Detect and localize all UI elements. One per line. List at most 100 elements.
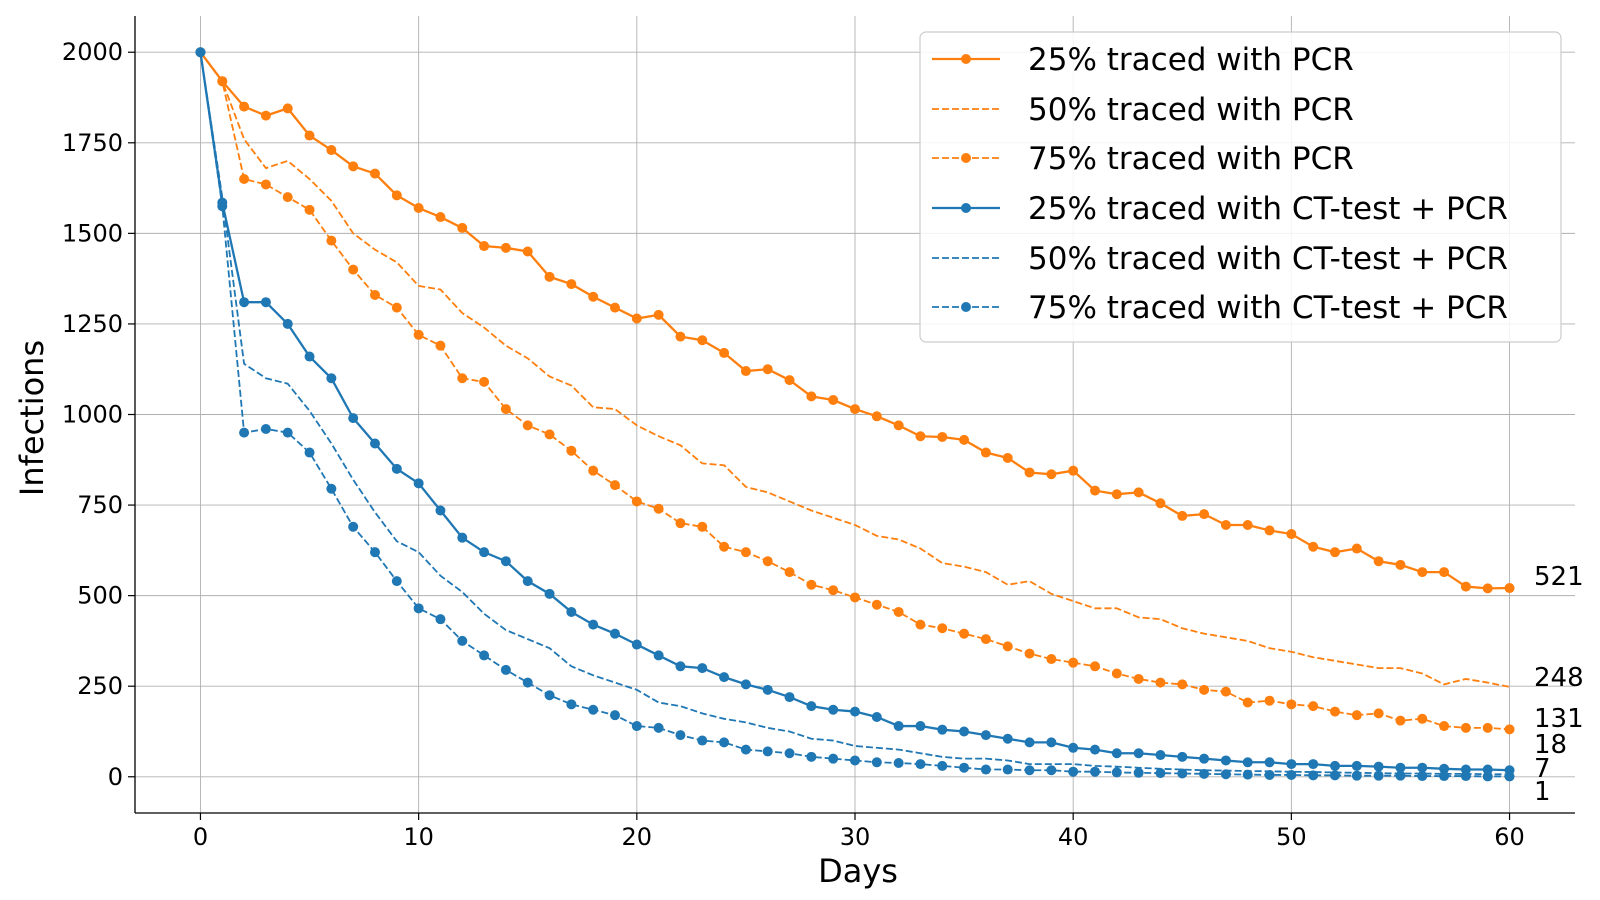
data-point <box>566 445 577 456</box>
data-point <box>631 639 642 650</box>
data-point <box>479 241 490 252</box>
data-point <box>1002 733 1013 744</box>
data-point <box>653 309 664 320</box>
data-point <box>1460 722 1471 733</box>
data-point <box>326 235 337 246</box>
data-point <box>1133 487 1144 498</box>
data-point <box>435 614 446 625</box>
legend-item: 25% traced with PCR <box>932 42 1354 78</box>
data-point <box>1460 771 1471 782</box>
data-point <box>959 726 970 737</box>
data-point <box>1242 757 1253 768</box>
data-point <box>588 465 599 476</box>
data-point <box>806 751 817 762</box>
data-point <box>1460 581 1471 592</box>
data-point <box>740 547 751 558</box>
data-point <box>1264 695 1275 706</box>
x-tick-label: 30 <box>840 823 871 851</box>
data-point <box>915 759 926 770</box>
data-point <box>1002 764 1013 775</box>
data-point <box>675 518 686 529</box>
data-point <box>871 411 882 422</box>
data-point <box>610 710 620 721</box>
data-point <box>828 753 839 764</box>
data-point <box>1068 657 1079 668</box>
legend-item: 75% traced with PCR <box>932 141 1354 177</box>
end-value-label: 1 <box>1534 777 1551 807</box>
data-point <box>762 556 773 567</box>
data-point <box>1046 737 1057 748</box>
data-point <box>980 634 991 645</box>
data-point <box>260 179 271 190</box>
data-point <box>1482 722 1493 733</box>
data-point <box>1220 755 1231 766</box>
data-point <box>348 264 359 275</box>
data-point <box>1090 485 1100 496</box>
data-point <box>806 391 817 402</box>
data-point <box>1024 765 1035 776</box>
data-point <box>1373 770 1384 781</box>
data-point <box>413 203 424 214</box>
data-point <box>348 161 359 172</box>
data-point <box>1199 753 1210 764</box>
data-point <box>893 758 904 769</box>
data-point <box>1046 654 1057 665</box>
data-point <box>1264 769 1275 780</box>
data-point <box>500 404 511 415</box>
data-point <box>239 297 250 308</box>
data-point <box>1046 469 1057 480</box>
data-point <box>1177 510 1188 521</box>
data-point <box>500 556 511 567</box>
legend-label: 50% traced with CT-test + PCR <box>1028 241 1508 277</box>
data-point <box>566 606 577 617</box>
legend-marker <box>961 203 971 213</box>
y-tick-label: 1250 <box>62 310 123 338</box>
data-point <box>1264 525 1275 536</box>
legend-marker <box>961 153 971 163</box>
data-point <box>1111 668 1122 679</box>
data-point <box>282 427 293 438</box>
data-point <box>959 434 970 445</box>
data-point <box>1286 699 1297 710</box>
legend-item: 50% traced with CT-test + PCR <box>932 241 1508 277</box>
data-point <box>1439 771 1450 782</box>
data-point <box>1068 742 1079 753</box>
data-point <box>1417 713 1428 724</box>
data-point <box>1133 748 1144 759</box>
data-point <box>1308 701 1319 712</box>
series-4 <box>195 47 1515 776</box>
data-point <box>239 174 250 185</box>
data-point <box>1002 452 1013 463</box>
data-point <box>370 168 380 179</box>
data-point <box>784 748 795 759</box>
data-point <box>1308 770 1319 781</box>
data-point <box>1177 768 1188 779</box>
data-point <box>871 599 882 610</box>
x-tick-label: 20 <box>622 823 653 851</box>
data-point <box>522 576 533 587</box>
data-point <box>1068 465 1079 476</box>
data-point <box>370 547 380 558</box>
data-point <box>740 366 751 377</box>
data-point <box>391 190 402 201</box>
data-point <box>391 463 402 474</box>
data-point <box>740 744 751 755</box>
data-point <box>348 521 359 532</box>
data-point <box>217 76 228 87</box>
data-point <box>1286 769 1297 780</box>
x-tick-label: 10 <box>403 823 434 851</box>
data-point <box>1351 760 1362 771</box>
data-point <box>697 663 708 674</box>
data-point <box>1090 744 1100 755</box>
data-point <box>631 496 642 507</box>
data-point <box>1242 519 1253 530</box>
legend-label: 25% traced with CT-test + PCR <box>1028 191 1508 227</box>
data-point <box>522 420 533 431</box>
data-point <box>1220 519 1231 530</box>
data-point <box>1482 764 1493 775</box>
legend-item: 50% traced with PCR <box>932 92 1354 128</box>
data-point <box>1068 766 1079 777</box>
data-point <box>588 291 599 302</box>
data-point <box>370 438 380 449</box>
data-point <box>1395 559 1406 570</box>
